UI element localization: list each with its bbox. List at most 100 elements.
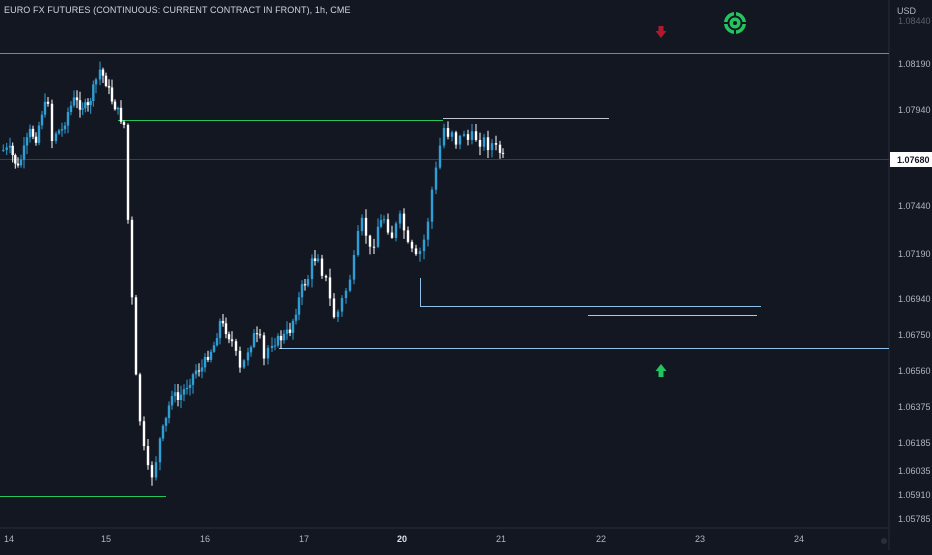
- time-axis[interactable]: 14 15 16 17 20 21 22 23 24: [4, 534, 804, 544]
- candle-body: [194, 370, 198, 375]
- candle-body: [273, 345, 277, 347]
- candle-body: [107, 86, 111, 88]
- price-tick: 1.06750: [898, 330, 931, 340]
- candle-body: [486, 137, 490, 151]
- candle-body: [276, 335, 280, 346]
- arrow-down-icon[interactable]: [655, 26, 667, 38]
- candle-body: [188, 384, 192, 388]
- currency-label: USD: [897, 6, 917, 16]
- candle-body: [402, 213, 406, 231]
- candle-body: [134, 297, 138, 375]
- candle-body: [72, 97, 76, 106]
- price-axis[interactable]: USD 1.08440 1.08190 1.07940 1.07440 1.07…: [890, 6, 932, 524]
- candle-body: [116, 107, 120, 110]
- candle-body: [94, 79, 98, 85]
- candle-body: [227, 334, 231, 340]
- candle-body: [66, 112, 70, 126]
- candle-body: [113, 101, 117, 110]
- candle-body: [89, 101, 92, 106]
- candle-body: [376, 226, 380, 247]
- candle-body: [212, 345, 216, 352]
- candle-body: [119, 107, 123, 122]
- candle-body: [122, 121, 126, 125]
- candles-group: [2, 61, 505, 486]
- date-tick: 17: [299, 534, 309, 544]
- candle-body: [22, 145, 26, 160]
- price-tick-top: 1.08440: [898, 16, 931, 26]
- candle-body: [138, 374, 142, 422]
- price-tick: 1.07440: [898, 201, 931, 211]
- candle-body: [206, 357, 210, 360]
- candle-body: [466, 134, 470, 140]
- candle-body: [300, 284, 304, 298]
- candle-body: [31, 128, 35, 137]
- candle-body: [306, 279, 310, 286]
- candle-body: [81, 108, 84, 110]
- candle-body: [282, 333, 286, 341]
- date-tick: 14: [4, 534, 14, 544]
- date-tick: 24: [794, 534, 804, 544]
- crosshair-target-icon[interactable]: [724, 12, 746, 34]
- candle-body: [320, 258, 324, 276]
- price-tick: 1.05910: [898, 490, 931, 500]
- candle-body: [332, 298, 336, 318]
- candle-body: [170, 396, 174, 406]
- candle-body: [8, 145, 12, 148]
- axis-settings-icon[interactable]: [881, 538, 887, 544]
- date-tick: 21: [496, 534, 506, 544]
- candle-body: [224, 323, 228, 334]
- candle-body: [310, 258, 314, 280]
- price-tick: 1.08190: [898, 59, 931, 69]
- candle-body: [336, 311, 340, 318]
- candle-body: [262, 335, 266, 359]
- candle-body: [176, 392, 180, 400]
- date-tick-highlighted: 20: [397, 534, 407, 544]
- candle-body: [368, 235, 372, 247]
- candle-body: [43, 101, 47, 115]
- candle-body: [218, 320, 222, 339]
- candle-body: [426, 221, 430, 240]
- candle-body: [430, 189, 434, 222]
- price-tick: 1.06375: [898, 402, 931, 412]
- candle-body: [98, 69, 102, 80]
- candle-body: [406, 230, 410, 242]
- candle-body: [63, 125, 67, 130]
- candle-body: [344, 290, 348, 299]
- candle-body: [458, 135, 462, 145]
- candle-body: [297, 297, 301, 315]
- candle-body: [324, 275, 328, 278]
- candle-body: [158, 438, 162, 463]
- candle-body: [238, 350, 242, 368]
- candle-body: [126, 124, 130, 220]
- candle-body: [418, 251, 422, 255]
- candle-body: [249, 347, 253, 353]
- candle-body: [40, 114, 44, 126]
- candle-body: [382, 219, 386, 221]
- price-tick: 1.07190: [898, 249, 931, 259]
- candle-body: [364, 217, 368, 236]
- candle-body: [470, 131, 474, 140]
- candle-body: [11, 145, 14, 156]
- candle-body: [490, 143, 494, 150]
- candle-body: [372, 246, 376, 248]
- candle-body: [150, 465, 154, 478]
- candle-body: [390, 232, 394, 238]
- price-tick: 1.06185: [898, 438, 931, 448]
- candle-body: [454, 132, 458, 145]
- candle-body: [84, 102, 87, 109]
- arrow-up-icon[interactable]: [655, 364, 667, 377]
- candle-body: [234, 341, 238, 351]
- price-tick: 1.06035: [898, 466, 931, 476]
- candle-body: [291, 320, 295, 333]
- candle-body: [442, 128, 446, 146]
- candle-body: [379, 220, 383, 227]
- candle-body: [422, 239, 426, 252]
- candle-body: [398, 213, 402, 224]
- candle-body: [270, 345, 274, 348]
- candle-body: [167, 405, 171, 418]
- candle-body: [394, 223, 398, 238]
- candle-body: [34, 136, 38, 143]
- candle-body: [69, 105, 73, 112]
